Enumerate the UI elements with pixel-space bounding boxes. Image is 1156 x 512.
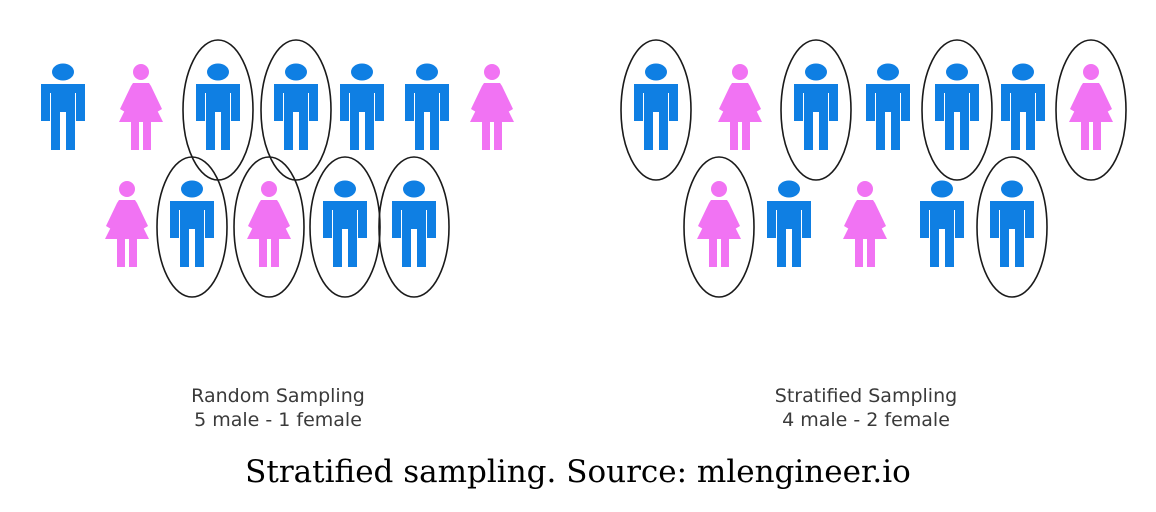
- male-person-icon: [634, 63, 678, 150]
- stratified-sampling-title: Stratified Sampling: [774, 385, 958, 407]
- male-person-icon: [866, 63, 910, 150]
- male-person-icon: [405, 63, 449, 150]
- female-person-icon: [718, 64, 762, 150]
- male-person-icon: [1001, 63, 1045, 150]
- selection-ellipse: [780, 39, 852, 181]
- selection-ellipse: [1055, 39, 1127, 181]
- male-person-icon: [920, 180, 964, 267]
- male-person-icon: [340, 63, 384, 150]
- male-person-icon: [392, 180, 436, 267]
- male-person-icon: [935, 63, 979, 150]
- random-sampling-title: Random Sampling: [191, 385, 365, 407]
- selection-ellipse: [683, 156, 755, 298]
- female-person-icon: [1069, 64, 1113, 150]
- stratified-sampling-label: Stratified Sampling 4 male - 2 female: [696, 384, 1036, 432]
- female-person-icon: [697, 181, 741, 267]
- male-person-icon: [794, 63, 838, 150]
- female-person-icon: [247, 181, 291, 267]
- female-person-icon: [470, 64, 514, 150]
- female-person-icon: [119, 64, 163, 150]
- stratified-sampling-panel: [620, 39, 1127, 298]
- male-person-icon: [274, 63, 318, 150]
- selection-ellipse: [260, 39, 332, 181]
- selection-ellipse: [156, 156, 228, 298]
- random-sampling-counts: 5 male - 1 female: [194, 409, 362, 431]
- stratified-sampling-counts: 4 male - 2 female: [782, 409, 950, 431]
- selection-ellipse: [378, 156, 450, 298]
- male-person-icon: [990, 180, 1034, 267]
- male-person-icon: [323, 180, 367, 267]
- selection-ellipse: [921, 39, 993, 181]
- random-sampling-label: Random Sampling 5 male - 1 female: [108, 384, 448, 432]
- female-person-icon: [843, 181, 887, 267]
- selection-ellipse: [976, 156, 1048, 298]
- male-person-icon: [767, 180, 811, 267]
- random-sampling-panel: [41, 39, 514, 298]
- male-person-icon: [170, 180, 214, 267]
- male-person-icon: [41, 63, 85, 150]
- female-person-icon: [105, 181, 149, 267]
- selection-ellipse: [233, 156, 305, 298]
- male-person-icon: [196, 63, 240, 150]
- selection-ellipse: [620, 39, 692, 181]
- selection-ellipse: [309, 156, 381, 298]
- figure-caption: Stratified sampling. Source: mlengineer.…: [245, 454, 911, 490]
